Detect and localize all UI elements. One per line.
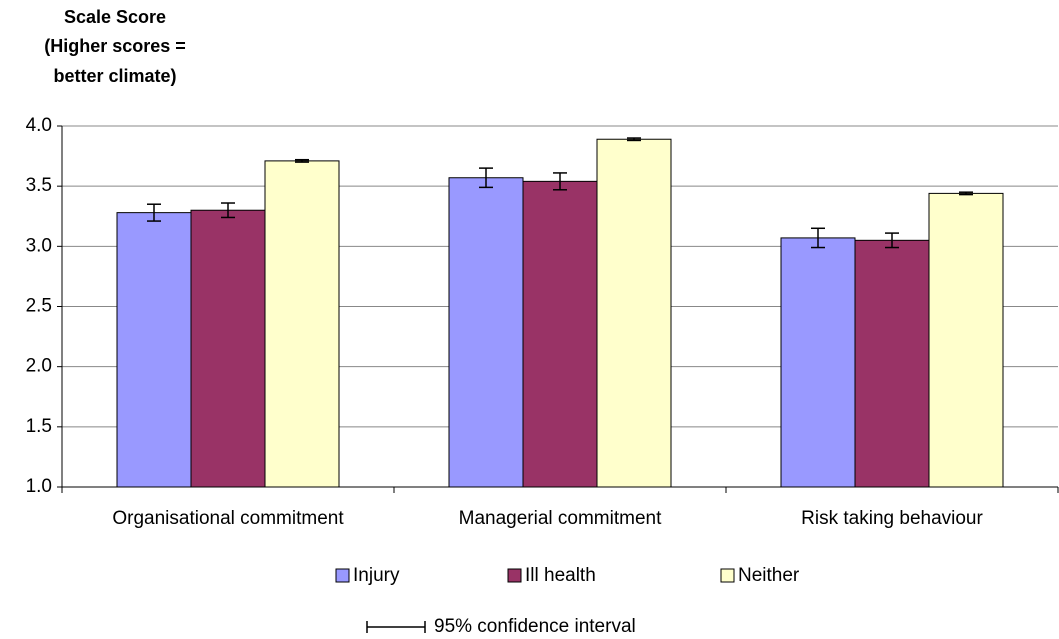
y-axis-title: Scale Score	[64, 7, 166, 27]
x-tick-label: Managerial commitment	[459, 508, 662, 529]
bar	[854, 239, 930, 488]
x-tick-label: Risk taking behaviour	[801, 508, 983, 529]
bar	[596, 138, 672, 488]
y-tick-label: 3.0	[26, 235, 52, 256]
bar	[448, 177, 524, 488]
error-bar	[959, 191, 973, 196]
error-bar	[479, 167, 493, 189]
y-tick-label: 1.5	[26, 416, 52, 437]
y-tick-label: 1.0	[26, 476, 52, 497]
ci-legend-glyph	[366, 621, 426, 633]
error-bar	[553, 172, 567, 191]
bar	[780, 237, 856, 488]
error-bar	[885, 232, 899, 249]
x-tick-label: Organisational commitment	[112, 508, 344, 529]
legend-swatch	[720, 568, 735, 583]
y-tick-label: 4.0	[26, 115, 52, 136]
bar	[522, 180, 598, 488]
legend-swatch	[507, 568, 522, 583]
y-axis-title: (Higher scores =	[44, 36, 186, 56]
error-bar	[221, 202, 235, 219]
legend-label: Ill health	[525, 565, 596, 586]
legend-label: Neither	[738, 565, 800, 586]
annotation: 95% confidence interval	[434, 616, 636, 637]
error-bar	[811, 227, 825, 249]
legend-label: Injury	[353, 565, 400, 586]
error-bar	[295, 158, 309, 163]
y-tick-label: 3.5	[26, 175, 52, 196]
bar	[928, 192, 1004, 488]
bar	[116, 212, 192, 488]
legend-swatch	[335, 568, 350, 583]
error-bar	[147, 203, 161, 222]
y-axis-title: better climate)	[53, 66, 176, 86]
bar	[190, 209, 266, 488]
bar	[264, 160, 340, 488]
error-bar	[627, 137, 641, 142]
y-tick-label: 2.5	[26, 296, 52, 317]
y-tick-label: 2.0	[26, 356, 52, 377]
